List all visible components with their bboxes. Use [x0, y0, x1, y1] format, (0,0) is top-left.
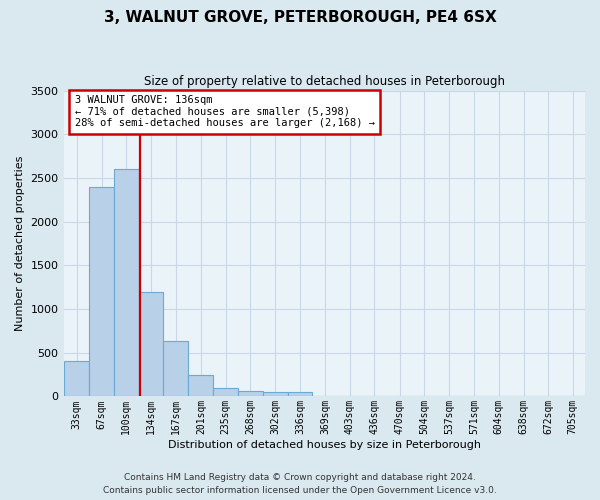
Y-axis label: Number of detached properties: Number of detached properties	[15, 156, 25, 331]
Bar	[263, 392, 288, 396]
Bar	[214, 388, 238, 396]
Bar	[114, 169, 139, 396]
Text: 3, WALNUT GROVE, PETERBOROUGH, PE4 6SX: 3, WALNUT GROVE, PETERBOROUGH, PE4 6SX	[104, 10, 496, 25]
Text: 3 WALNUT GROVE: 136sqm
← 71% of detached houses are smaller (5,398)
28% of semi-: 3 WALNUT GROVE: 136sqm ← 71% of detached…	[74, 95, 374, 128]
Bar	[238, 391, 263, 396]
Title: Size of property relative to detached houses in Peterborough: Size of property relative to detached ho…	[144, 75, 505, 88]
Bar	[89, 186, 114, 396]
Text: Contains HM Land Registry data © Crown copyright and database right 2024.
Contai: Contains HM Land Registry data © Crown c…	[103, 474, 497, 495]
Bar	[139, 292, 163, 397]
Bar	[188, 374, 214, 396]
Bar	[288, 392, 313, 396]
X-axis label: Distribution of detached houses by size in Peterborough: Distribution of detached houses by size …	[168, 440, 481, 450]
Bar	[163, 342, 188, 396]
Bar	[64, 362, 89, 396]
